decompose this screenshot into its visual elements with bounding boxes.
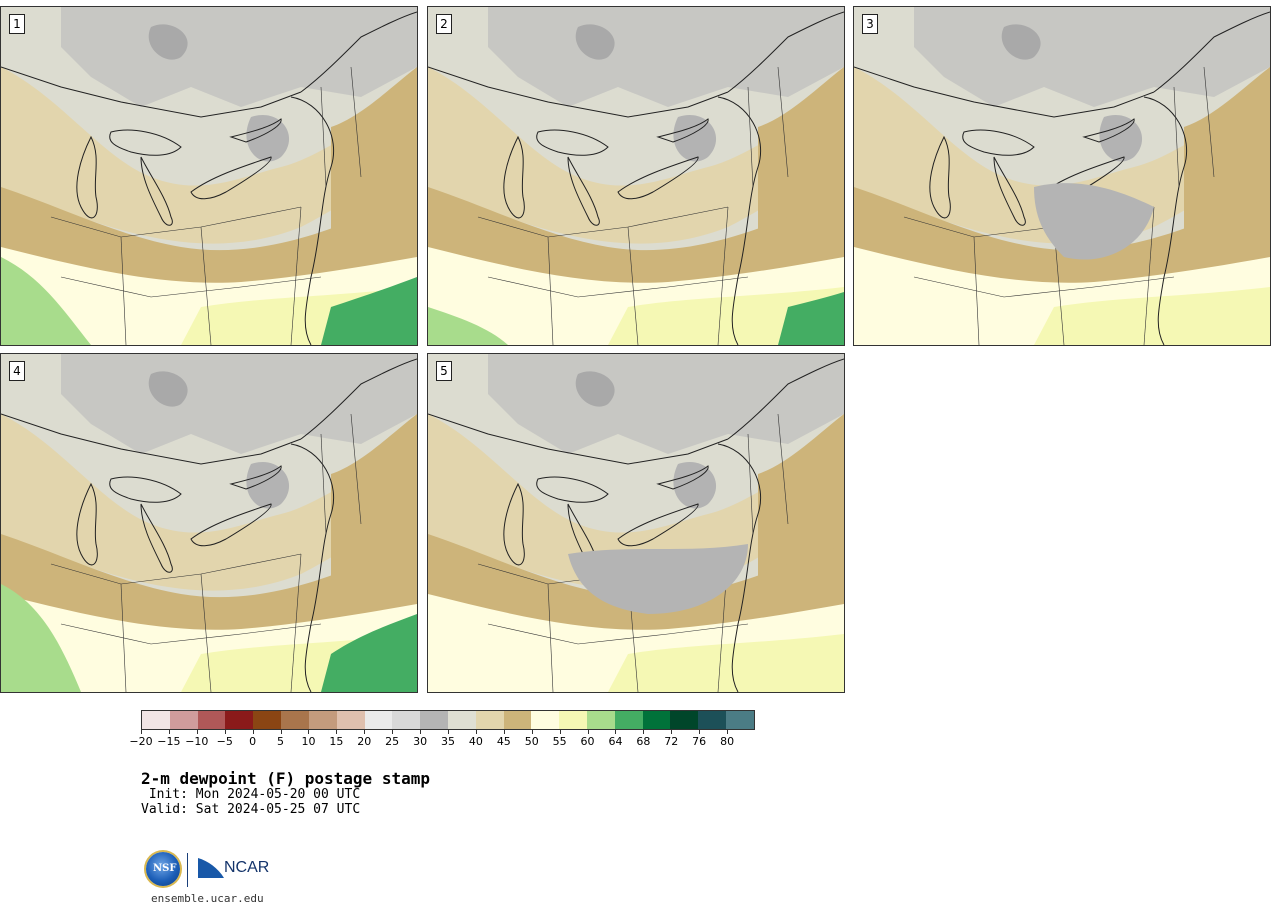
colorbar-swatch	[559, 711, 587, 729]
panel-number: 3	[862, 14, 878, 34]
dewpoint-map-4	[1, 354, 417, 692]
dewpoint-colorbar	[141, 710, 755, 730]
colorbar-tick-label: 15	[329, 735, 344, 748]
colorbar-swatch	[420, 711, 448, 729]
site-url: ensemble.ucar.edu	[151, 892, 264, 905]
colorbar-tick	[559, 730, 561, 734]
colorbar-swatch	[503, 711, 532, 729]
map-panel-1: 1	[0, 6, 418, 346]
colorbar-swatch	[642, 711, 671, 729]
colorbar-tick	[280, 730, 282, 734]
map-panel-4: 4	[0, 353, 418, 693]
colorbar-swatch	[726, 711, 754, 729]
colorbar-swatch	[670, 711, 699, 729]
logo-divider	[187, 853, 188, 887]
colorbar-tick	[308, 730, 310, 734]
colorbar-tick	[475, 730, 477, 734]
colorbar-swatch	[225, 711, 254, 729]
map-panel-5: 5	[427, 353, 845, 693]
colorbar-tick-label: 45	[496, 735, 511, 748]
colorbar-swatch	[364, 711, 393, 729]
colorbar-tick-label: 80	[720, 735, 735, 748]
colorbar-tick	[587, 730, 589, 734]
map-panel-2: 2	[427, 6, 845, 346]
colorbar-tick	[168, 730, 170, 734]
colorbar-tick	[196, 730, 198, 734]
dewpoint-map-5	[428, 354, 844, 692]
colorbar-swatch	[253, 711, 282, 729]
colorbar-tick	[252, 730, 254, 734]
colorbar-swatch	[392, 711, 421, 729]
dewpoint-map-1	[1, 7, 417, 345]
logos: NSF NCAR	[144, 850, 284, 890]
ncar-logo-text: NCAR	[224, 859, 270, 876]
colorbar-tick	[671, 730, 673, 734]
colorbar-tick-label: 60	[580, 735, 595, 748]
colorbar-swatch	[142, 711, 170, 729]
colorbar-tick-label: 20	[357, 735, 372, 748]
dewpoint-map-2	[428, 7, 844, 345]
colorbar-tick-label: 55	[552, 735, 567, 748]
colorbar-swatch	[308, 711, 337, 729]
colorbar-swatch	[531, 711, 560, 729]
colorbar-swatch	[197, 711, 226, 729]
colorbar-ticks: −20 −15 −10 −5 0 5 10 15 20 25 30 35 40 45 50 55 60 64 68 7…	[129, 730, 755, 750]
colorbar-swatch	[336, 711, 365, 729]
colorbar-tick-label: −20	[129, 735, 153, 748]
colorbar-tick-label: 30	[413, 735, 428, 748]
panel-number: 2	[436, 14, 452, 34]
colorbar-tick-label: 0	[249, 735, 257, 748]
ncar-logo-icon	[198, 858, 224, 878]
colorbar-swatch	[169, 711, 198, 729]
colorbar-tick-label: 64	[608, 735, 623, 748]
panel-number: 5	[436, 361, 452, 381]
colorbar-tick	[615, 730, 617, 734]
colorbar-swatch	[587, 711, 615, 729]
colorbar-tick	[448, 730, 449, 734]
colorbar-tick-label: −5	[216, 735, 233, 748]
colorbar-tick-label: 25	[385, 735, 400, 748]
colorbar-swatch	[698, 711, 727, 729]
colorbar-tick	[364, 730, 366, 734]
colorbar-tick-label: 40	[468, 735, 483, 748]
colorbar-tick	[141, 730, 142, 734]
colorbar-tick	[224, 730, 226, 734]
colorbar-swatch	[475, 711, 504, 729]
colorbar-tick	[420, 730, 422, 734]
colorbar-tick-label: 50	[524, 735, 539, 748]
colorbar-tick-label: 10	[301, 735, 316, 748]
colorbar-tick	[503, 730, 505, 734]
colorbar-tick-label: 72	[664, 735, 679, 748]
nsf-logo-icon: NSF	[146, 852, 180, 886]
figure-title: 2-m dewpoint (F) postage stamp	[141, 769, 430, 788]
colorbar-tick-label: 76	[692, 735, 707, 748]
colorbar-tick	[531, 730, 533, 734]
colorbar-swatch	[447, 711, 476, 729]
panel-number: 1	[9, 14, 25, 34]
colorbar-tick-label: −15	[157, 735, 181, 748]
colorbar-swatch	[614, 711, 643, 729]
colorbar-tick	[336, 730, 338, 734]
colorbar-tick	[727, 730, 729, 734]
nsf-logo-text: NSF	[153, 863, 177, 874]
colorbar-tick	[643, 730, 645, 734]
colorbar-tick-label: 5	[277, 735, 285, 748]
colorbar-swatch	[281, 711, 309, 729]
map-panel-3: 3	[853, 6, 1271, 346]
colorbar-tick-label: −10	[185, 735, 209, 748]
colorbar-tick-label: 68	[636, 735, 651, 748]
colorbar-tick	[699, 730, 701, 734]
colorbar-tick-label: 35	[441, 735, 455, 748]
panel-number: 4	[9, 361, 25, 381]
dewpoint-map-3	[854, 7, 1270, 345]
valid-time: Valid: Sat 2024-05-25 07 UTC	[141, 802, 361, 817]
init-time: Init: Mon 2024-05-20 00 UTC	[141, 787, 361, 802]
colorbar-tick	[392, 730, 394, 734]
